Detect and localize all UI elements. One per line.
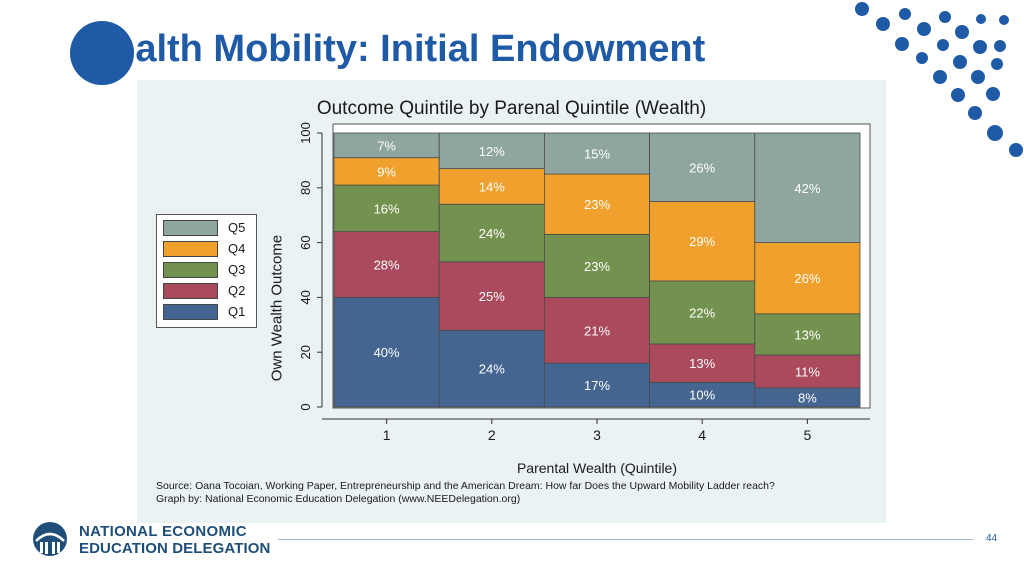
bar-segment-q5 [649, 132, 756, 202]
data-label: 23% [584, 259, 610, 274]
x-tick-label: 4 [698, 427, 706, 443]
data-label: 26% [689, 160, 715, 175]
legend-swatch-q4 [163, 241, 218, 257]
x-axis-label: Parental Wealth (Quintile) [516, 460, 678, 476]
bar-segment-q5 [543, 132, 650, 175]
data-label: 28% [374, 258, 400, 273]
legend-swatch-q1 [163, 304, 218, 320]
bar-segment-q3 [438, 203, 545, 263]
legend-item-q4: Q4 [163, 240, 255, 258]
bar-segment-q4 [754, 242, 861, 315]
bar-segment-q2 [649, 343, 756, 383]
x-tick-label: 5 [804, 427, 812, 443]
data-label: 24% [479, 226, 505, 241]
data-label: 21% [584, 323, 610, 338]
data-label: 14% [479, 179, 505, 194]
data-label: 15% [584, 147, 610, 162]
y-tick-label: 20 [298, 345, 313, 359]
page-number: 44 [986, 533, 998, 544]
slide-title: Wealth Mobility: Initial Endowment [79, 28, 706, 70]
data-label: 17% [584, 378, 610, 393]
legend-swatch-q2 [163, 283, 218, 299]
y-tick-label: 100 [298, 122, 313, 144]
footer-org-name-2: EDUCATION DELEGATION [79, 540, 271, 557]
legend-swatch-q5 [163, 220, 218, 236]
need-logo-icon [33, 522, 67, 556]
bar-segment-q3 [754, 313, 861, 356]
bar-segment-q3 [333, 184, 440, 233]
data-label: 9% [377, 164, 396, 179]
footer-org-name: NATIONAL ECONOMIC [79, 523, 247, 540]
stacked-bar-plot: 02040608010040%28%16%9%7%124%25%24%14%12… [298, 122, 871, 443]
bar-segment-q2 [438, 261, 545, 331]
data-label: 23% [584, 197, 610, 212]
chart-title: Outcome Quintile by Parenal Quintile (We… [316, 98, 707, 119]
bar-segment-q4 [438, 168, 545, 205]
y-tick-label: 0 [298, 403, 313, 410]
data-label: 12% [479, 144, 505, 159]
data-label: 11% [795, 364, 820, 379]
data-label: 13% [689, 356, 715, 371]
title-accent-circle [70, 21, 134, 85]
x-tick-label: 3 [593, 427, 601, 443]
bar-segment-q5 [754, 132, 861, 243]
data-label: 16% [374, 201, 400, 216]
data-label: 26% [794, 271, 820, 286]
bar-segment-q1 [333, 296, 440, 408]
bar-segment-q1 [438, 329, 545, 408]
data-label: 8% [798, 390, 817, 405]
bar-segment-q2 [754, 354, 861, 389]
source-note: Source: Oana Tocoian, Working Paper, Ent… [156, 480, 775, 506]
bar-segment-q4 [649, 201, 756, 282]
bar-segment-q4 [333, 157, 440, 186]
legend-item-q1: Q1 [163, 303, 255, 321]
x-tick-label: 2 [488, 427, 496, 443]
y-tick-label: 60 [298, 235, 313, 249]
bar-segment-q5 [438, 132, 545, 170]
data-label: 40% [374, 345, 400, 360]
source-line: Source: Oana Tocoian, Working Paper, Ent… [156, 480, 775, 492]
data-label: 7% [377, 138, 396, 153]
legend-item-q3: Q3 [163, 261, 255, 279]
y-tick-label: 40 [298, 290, 313, 304]
bar-segment-q5 [333, 132, 440, 159]
credit-line: Graph by: National Economic Education De… [156, 493, 521, 505]
data-label: 24% [479, 362, 505, 377]
x-tick-label: 1 [383, 427, 391, 443]
chart-legend: Q5 Q4 Q3 Q2 Q1 [156, 214, 257, 328]
data-label: 22% [689, 305, 715, 320]
bar-segment-q2 [333, 231, 440, 298]
bar-segment-q1 [543, 362, 650, 408]
data-label: 10% [689, 388, 715, 403]
footer-divider [278, 539, 973, 540]
chart-panel: Outcome Quintile by Parenal Quintile (We… [137, 80, 886, 523]
bar-segment-q2 [543, 296, 650, 364]
bar-segment-q3 [649, 280, 756, 345]
legend-item-q2: Q2 [163, 282, 255, 300]
data-label: 25% [479, 289, 505, 304]
legend-swatch-q3 [163, 262, 218, 278]
data-label: 42% [794, 181, 820, 196]
y-tick-label: 80 [298, 181, 313, 195]
data-label: 29% [689, 234, 715, 249]
data-label: 13% [794, 327, 820, 342]
legend-item-q5: Q5 [163, 219, 255, 237]
